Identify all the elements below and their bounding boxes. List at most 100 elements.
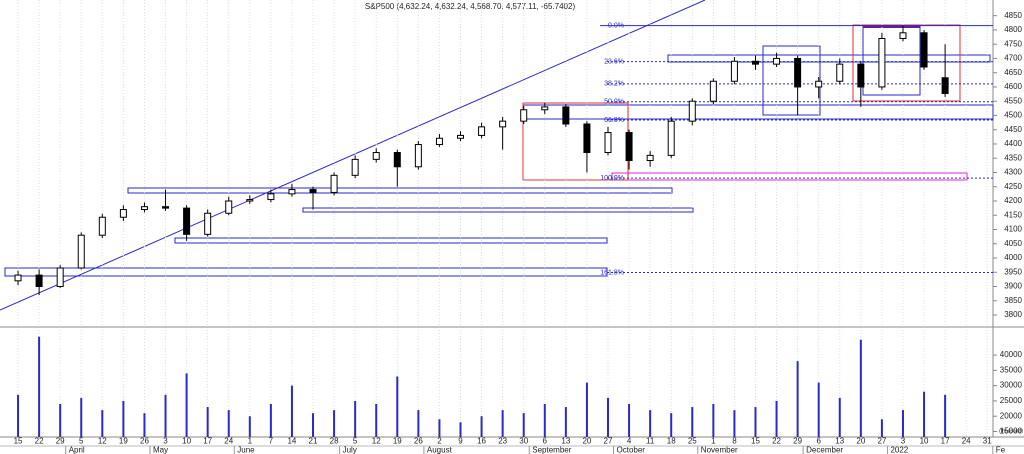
candle-body xyxy=(646,154,654,162)
volume-bar xyxy=(564,407,567,437)
candle-body xyxy=(941,77,949,94)
volume-unit-label: (thousand) xyxy=(999,428,1023,434)
volume-bar xyxy=(944,394,947,437)
candle-body xyxy=(393,152,401,168)
volume-bar xyxy=(438,419,441,437)
volume-bar xyxy=(691,407,694,437)
candle-body xyxy=(751,60,759,65)
y-tick-label: 4500 xyxy=(1004,111,1022,120)
volume-bar xyxy=(880,419,883,437)
volume-bar xyxy=(354,400,357,437)
zone xyxy=(174,237,608,244)
candle-body xyxy=(836,63,844,82)
volume-bar xyxy=(775,400,778,437)
volume-bar xyxy=(501,410,504,437)
y-tick-label: 4000 xyxy=(1004,253,1022,262)
x-tick-label: 27 xyxy=(604,437,613,446)
volume-bar xyxy=(164,394,167,437)
x-tick-label: 12 xyxy=(98,437,107,446)
x-tick-label: 30 xyxy=(519,437,528,446)
candle-body xyxy=(878,37,886,88)
candle-body xyxy=(140,206,148,211)
x-tick-label: 23 xyxy=(498,437,507,446)
x-tick-label: 15 xyxy=(751,437,760,446)
zone xyxy=(852,24,961,102)
x-tick-label: 19 xyxy=(393,437,402,446)
x-tick-label: 12 xyxy=(372,437,381,446)
volume-bar xyxy=(417,410,420,437)
volume-bar xyxy=(901,410,904,437)
y-tick-label: 4250 xyxy=(1004,182,1022,191)
y-tick-label: 4750 xyxy=(1004,39,1022,48)
candle-body xyxy=(77,234,85,269)
volume-bar xyxy=(248,416,251,437)
candle-body xyxy=(730,60,738,82)
x-tick-label: 3 xyxy=(901,437,906,446)
month-label: May xyxy=(153,446,168,454)
y-tick-label: 4450 xyxy=(1004,125,1022,134)
candle-body xyxy=(162,206,170,209)
volume-tick-label: 15000 xyxy=(1000,427,1023,436)
x-tick-label: 28 xyxy=(330,437,339,446)
candle-body xyxy=(56,267,64,288)
candle-body xyxy=(583,123,591,154)
candle-body xyxy=(688,100,696,122)
month-label: October xyxy=(617,446,646,454)
x-tick-label: 24 xyxy=(962,437,971,446)
candle-body xyxy=(351,158,359,176)
candle-body xyxy=(119,209,127,218)
fib-label: 100.0% xyxy=(600,175,624,182)
volume-bar xyxy=(269,403,272,437)
month-label: September xyxy=(532,446,571,454)
x-tick-label: 18 xyxy=(667,437,676,446)
month-label: April xyxy=(69,446,85,454)
candle-body xyxy=(478,126,486,136)
volume-tick-label: 25000 xyxy=(1000,396,1023,405)
volume-bar xyxy=(227,410,230,437)
volume-bar xyxy=(59,403,62,437)
candle-body xyxy=(709,80,717,102)
y-tick-label: 4700 xyxy=(1004,54,1022,63)
x-tick-label: 1 xyxy=(711,437,716,446)
month-label: August xyxy=(427,446,453,454)
x-tick-label: 29 xyxy=(56,437,65,446)
y-tick-label: 4150 xyxy=(1004,210,1022,219)
x-tick-label: 19 xyxy=(119,437,128,446)
candle-body xyxy=(414,144,422,168)
zone xyxy=(127,187,673,194)
x-tick-label: 2 xyxy=(437,437,442,446)
candle-body xyxy=(435,137,443,146)
candle-body xyxy=(98,216,106,236)
x-tick-label: 5 xyxy=(353,437,358,446)
x-tick-label: 17 xyxy=(203,437,212,446)
volume-tick-label: 20000 xyxy=(1000,411,1023,420)
volume-bar xyxy=(17,394,20,437)
volume-bar xyxy=(480,416,483,437)
x-tick-label: 22 xyxy=(35,437,44,446)
candle-body xyxy=(499,120,507,128)
volume-bar xyxy=(206,407,209,437)
candle-body xyxy=(309,189,317,193)
volume-bar xyxy=(312,413,315,437)
x-tick-label: 10 xyxy=(920,437,929,446)
month-label: Fe xyxy=(996,446,1006,454)
candle-body xyxy=(541,106,549,111)
y-tick-label: 3850 xyxy=(1004,296,1022,305)
volume-bar xyxy=(606,397,609,437)
month-label: 2022 xyxy=(890,446,908,454)
candle-body xyxy=(794,57,802,88)
volume-bar xyxy=(796,361,799,437)
y-tick-label: 4600 xyxy=(1004,82,1022,91)
x-tick-label: 21 xyxy=(309,437,318,446)
volume-bar xyxy=(733,410,736,437)
volume-bar xyxy=(122,400,125,437)
volume-bar xyxy=(754,407,757,437)
month-label: December xyxy=(806,446,843,454)
x-tick-label: 6 xyxy=(543,437,548,446)
y-tick-label: 4100 xyxy=(1004,225,1022,234)
volume-tick-label: 30000 xyxy=(1000,381,1023,390)
x-tick-label: 1 xyxy=(248,437,253,446)
candle-body xyxy=(520,109,528,122)
volume-bar xyxy=(543,403,546,437)
